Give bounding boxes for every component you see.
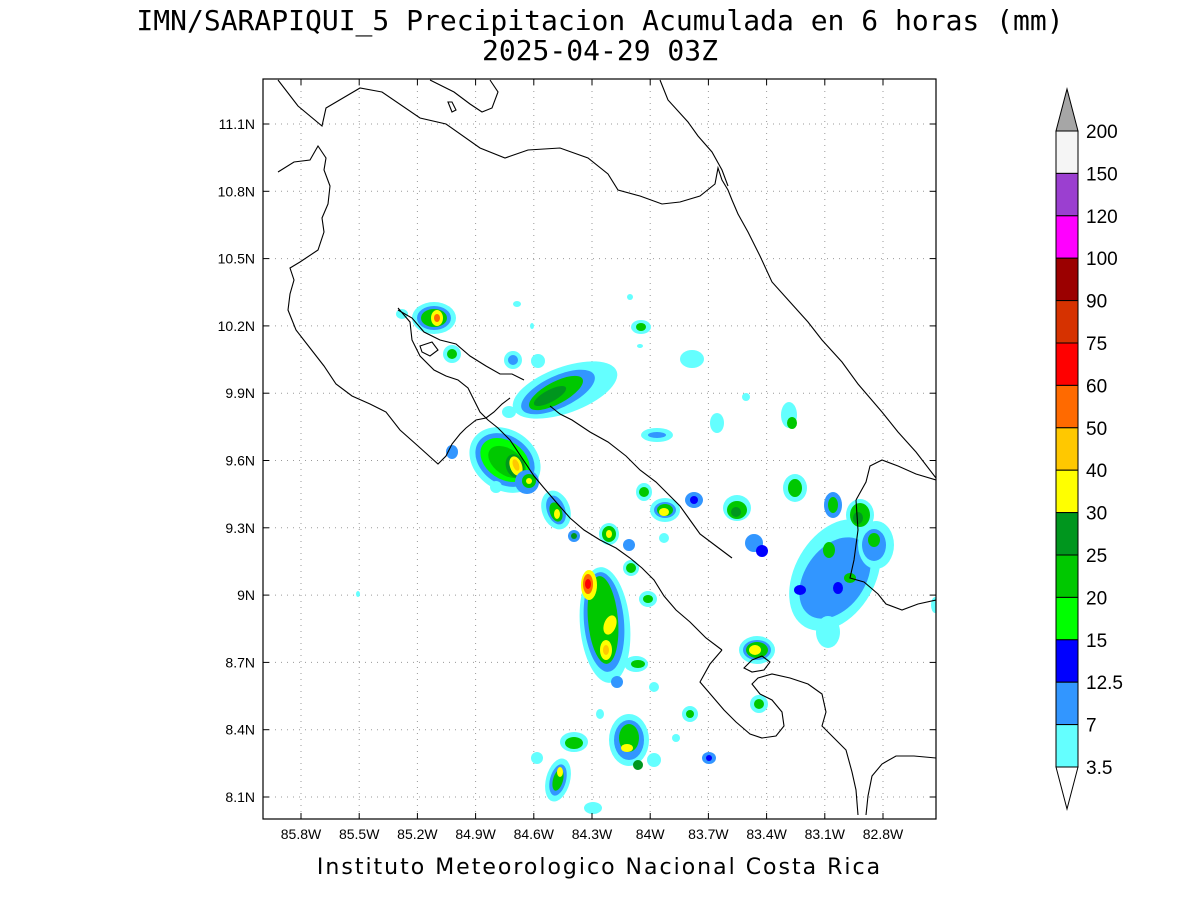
precipitation-field <box>356 294 936 814</box>
colorbar-swatch <box>1055 172 1079 217</box>
colorbar-label: 20 <box>1086 588 1107 609</box>
colorbar-swatch <box>1055 596 1079 641</box>
island <box>447 101 457 113</box>
precip-cluster-south-pacific <box>579 523 659 692</box>
colorbar-swatch <box>1055 215 1079 259</box>
precip-cluster-osa <box>531 709 680 814</box>
precip-cluster-central-gulf <box>502 351 618 419</box>
map-title: IMN/SARAPIQUI_5 Precipitacion Acumulada … <box>136 4 1064 37</box>
colorbar-swatch <box>1055 724 1079 768</box>
colorbar-top-arrow <box>1055 87 1079 132</box>
panama-border <box>849 499 936 611</box>
lat-tick-label: 10.2N <box>218 318 255 334</box>
colorbar-swatch <box>1055 554 1079 598</box>
lon-tick-label: 84.9W <box>455 826 496 842</box>
precip-isolated-cells <box>356 294 643 597</box>
colorbar-label: 50 <box>1086 419 1107 440</box>
colorbar-label: 7 <box>1086 716 1097 737</box>
lon-tick-label: 83.7W <box>688 826 729 842</box>
colorbar-label: 3.5 <box>1086 758 1112 779</box>
osa-coast <box>699 649 859 816</box>
precip-cluster-golfito <box>682 636 775 764</box>
coastlines <box>277 79 936 816</box>
colorbar-bottom-arrow <box>1055 766 1079 811</box>
colorbar-label: 150 <box>1086 164 1118 185</box>
north-coast <box>277 79 936 479</box>
colorbar-label: 75 <box>1086 334 1107 355</box>
lat-tick-label: 11.1N <box>219 116 255 132</box>
lon-tick-label: 84.3W <box>572 826 613 842</box>
colorbar-swatch <box>1055 427 1079 471</box>
axes: 85.8W 85.5W 85.2W 84.9W 84.6W 84.3W 84W 83.7W 83… <box>218 79 936 842</box>
precip-cluster-caribbean-south <box>745 402 936 648</box>
lon-tick-label: 83.4W <box>746 826 787 842</box>
map-datetime: 2025-04-29 03Z <box>481 34 718 67</box>
colorbar-label: 200 <box>1086 122 1118 143</box>
chira-island <box>419 341 439 357</box>
lon-tick-label: 84.6W <box>514 826 555 842</box>
colorbar-label: 90 <box>1086 292 1107 313</box>
colorbar-label: 25 <box>1086 546 1107 567</box>
colorbar-swatch <box>1055 342 1079 386</box>
colorbar-label: 100 <box>1086 249 1118 270</box>
panama-border-north <box>855 459 936 501</box>
colorbar-swatch <box>1055 469 1079 514</box>
caribbean-coast-north <box>659 79 729 187</box>
graticule <box>263 79 936 819</box>
precip-cluster-pacific-central <box>446 427 580 542</box>
colorbar-swatch <box>1055 512 1079 556</box>
colorbar-swatch <box>1055 639 1079 683</box>
colorbar-label: 30 <box>1086 504 1107 525</box>
colorbar-swatch <box>1055 130 1079 174</box>
colorbar-swatch <box>1055 257 1079 302</box>
colorbar-label: 60 <box>1086 376 1107 397</box>
caribbean-coast <box>549 405 733 559</box>
map-footer: Instituto Meteorologico Nacional Costa R… <box>316 855 883 880</box>
colorbar-label: 12.5 <box>1086 673 1123 694</box>
lat-tick-label: 10.5N <box>218 251 255 267</box>
colorbar: 200 150 120 100 90 75 60 50 40 30 25 20 15 12.5 7 3.5 <box>1055 87 1123 811</box>
lat-tick-label: 10.8N <box>218 183 255 199</box>
lat-tick-label: 8.4N <box>225 722 255 738</box>
lat-tick-label: 9N <box>237 587 255 603</box>
lon-tick-label: 83.1W <box>805 826 846 842</box>
lat-tick-label: 9.3N <box>225 520 255 536</box>
osa-inner <box>743 655 771 673</box>
lon-tick-label: 85.5W <box>339 826 380 842</box>
guanacaste-coast <box>277 144 511 465</box>
lat-tick-label: 9.6N <box>225 453 255 469</box>
lat-tick-label: 9.9N <box>225 385 255 401</box>
colorbar-label: 40 <box>1086 461 1107 482</box>
colorbar-label: 120 <box>1086 207 1118 228</box>
lon-tick-label: 82.8W <box>863 826 904 842</box>
colorbar-swatch <box>1055 681 1079 726</box>
lon-tick-label: 84W <box>636 826 666 842</box>
nicoya-gulf-coast <box>397 307 723 651</box>
lon-tick-label: 85.8W <box>281 826 322 842</box>
precip-cluster-central-valley <box>631 320 751 543</box>
burica-coast <box>865 755 936 816</box>
lake-nicaragua-shore <box>429 79 499 113</box>
map-frame <box>262 78 937 820</box>
colorbar-swatch <box>1055 384 1079 429</box>
gulf-inner <box>397 309 525 381</box>
colorbar-label: 15 <box>1086 631 1107 652</box>
precip-cluster-nicoya-north <box>396 302 461 363</box>
lat-tick-label: 8.1N <box>225 789 255 805</box>
colorbar-swatch <box>1055 300 1079 344</box>
lon-tick-label: 85.2W <box>397 826 438 842</box>
lat-tick-label: 8.7N <box>225 654 255 670</box>
